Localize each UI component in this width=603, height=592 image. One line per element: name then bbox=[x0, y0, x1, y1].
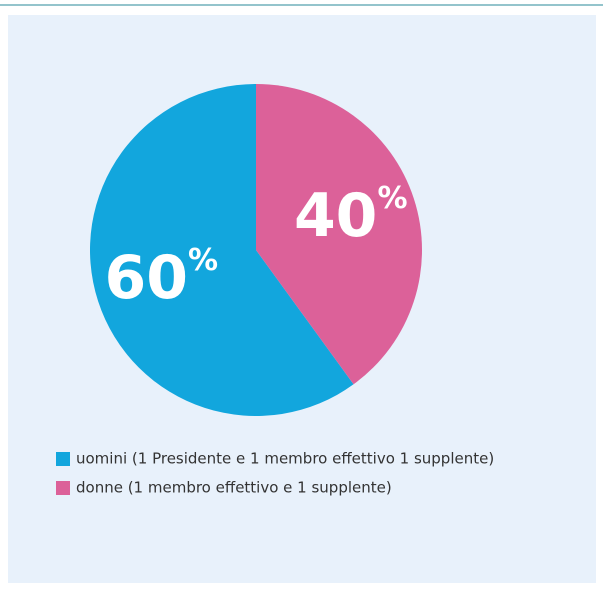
legend-swatch bbox=[56, 481, 70, 495]
value-label: 40% bbox=[294, 181, 408, 251]
legend-label: uomini (1 Presidente e 1 membro effettiv… bbox=[76, 450, 494, 468]
legend-label: donne (1 membro effettivo e 1 supplente) bbox=[76, 479, 392, 497]
legend-swatch bbox=[56, 452, 70, 466]
pie-slice bbox=[89, 84, 354, 416]
value-label: 60% bbox=[104, 242, 218, 312]
pie-slice bbox=[256, 84, 422, 385]
